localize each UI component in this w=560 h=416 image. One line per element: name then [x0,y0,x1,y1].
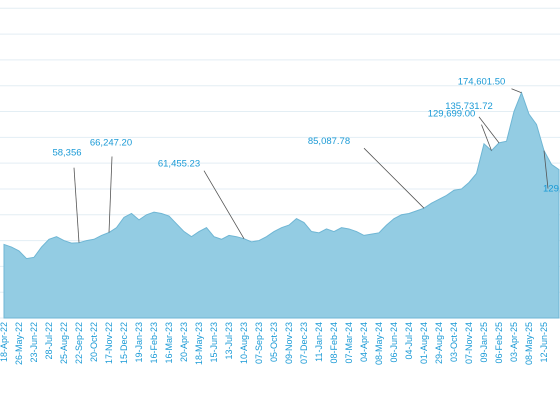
x-tick-label: 18-Apr-22 [0,322,9,362]
x-tick-label: 18-May-23 [194,322,204,365]
x-tick-label: 22-Sep-22 [74,322,84,364]
annotation-leader [73,167,80,243]
data-label: 129,699.00 [428,109,476,120]
x-tick-label: 06-Jun-24 [389,322,399,363]
data-label: 61,455.23 [158,159,200,170]
x-tick-label: 20-Apr-23 [179,322,189,362]
x-tick-label: 04-Apr-24 [359,322,369,362]
x-tick-label: 01-Aug-24 [419,322,429,364]
data-label: 85,087.78 [308,136,350,147]
x-tick-label: 12-Jun-25 [539,322,549,363]
x-tick-label: 29-Aug-24 [434,322,444,364]
x-tick-label: 07-Nov-24 [464,322,474,364]
x-tick-label: 16-Mar-23 [164,322,174,364]
x-tick-label: 09-Nov-23 [284,322,294,364]
x-tick-label: 28-Jul-22 [44,322,54,360]
x-tick-label: 03-Apr-25 [509,322,519,362]
annotation-leader [363,147,425,209]
data-label: 129,732.23 [543,184,560,195]
x-tick-label: 15-Jun-23 [209,322,219,363]
x-tick-label: 16-Feb-23 [149,322,159,364]
annotation-leader [543,150,549,189]
x-tick-label: 19-Jan-23 [134,322,144,363]
annotation-leader [203,170,245,239]
data-label: 174,601.50 [458,77,506,88]
area [3,91,560,319]
annotation-leader [108,156,113,233]
data-label: 66,247.20 [90,138,132,149]
x-tick-label: 07-Sep-23 [254,322,264,364]
x-tick-label: 25-Aug-22 [59,322,69,364]
x-tick-label: 08-Feb-24 [329,322,339,364]
x-tick-label: 08-May-24 [374,322,384,365]
annotation-leader [481,124,492,151]
x-tick-label: 26-May-22 [14,322,24,365]
data-label: 135,731.72 [445,101,493,112]
x-tick-label: 23-Jun-22 [29,322,39,363]
x-tick-label: 13-Jul-23 [224,322,234,360]
x-tick-label: 03-Oct-24 [449,322,459,362]
x-tick-label: 07-Mar-24 [344,322,354,364]
x-tick-label: 05-Oct-23 [269,322,279,362]
annotation-leader [478,116,500,144]
annotation-leader [511,88,522,94]
x-tick-label: 10-Aug-23 [239,322,249,364]
x-tick-label: 07-Dec-23 [299,322,309,364]
x-tick-label: 08-May-25 [524,322,534,365]
data-label: 58,356 [52,148,81,159]
x-tick-label: 11-Jan-24 [314,322,324,362]
x-tick-label: 15-Dec-22 [119,322,129,364]
x-tick-label: 09-Jan-25 [479,322,489,363]
x-tick-label: 06-Feb-25 [494,322,504,364]
x-tick-label: 20-Oct-22 [89,322,99,362]
x-tick-label: 04-Jul-24 [404,322,414,360]
x-tick-label: 17-Nov-22 [104,322,114,364]
